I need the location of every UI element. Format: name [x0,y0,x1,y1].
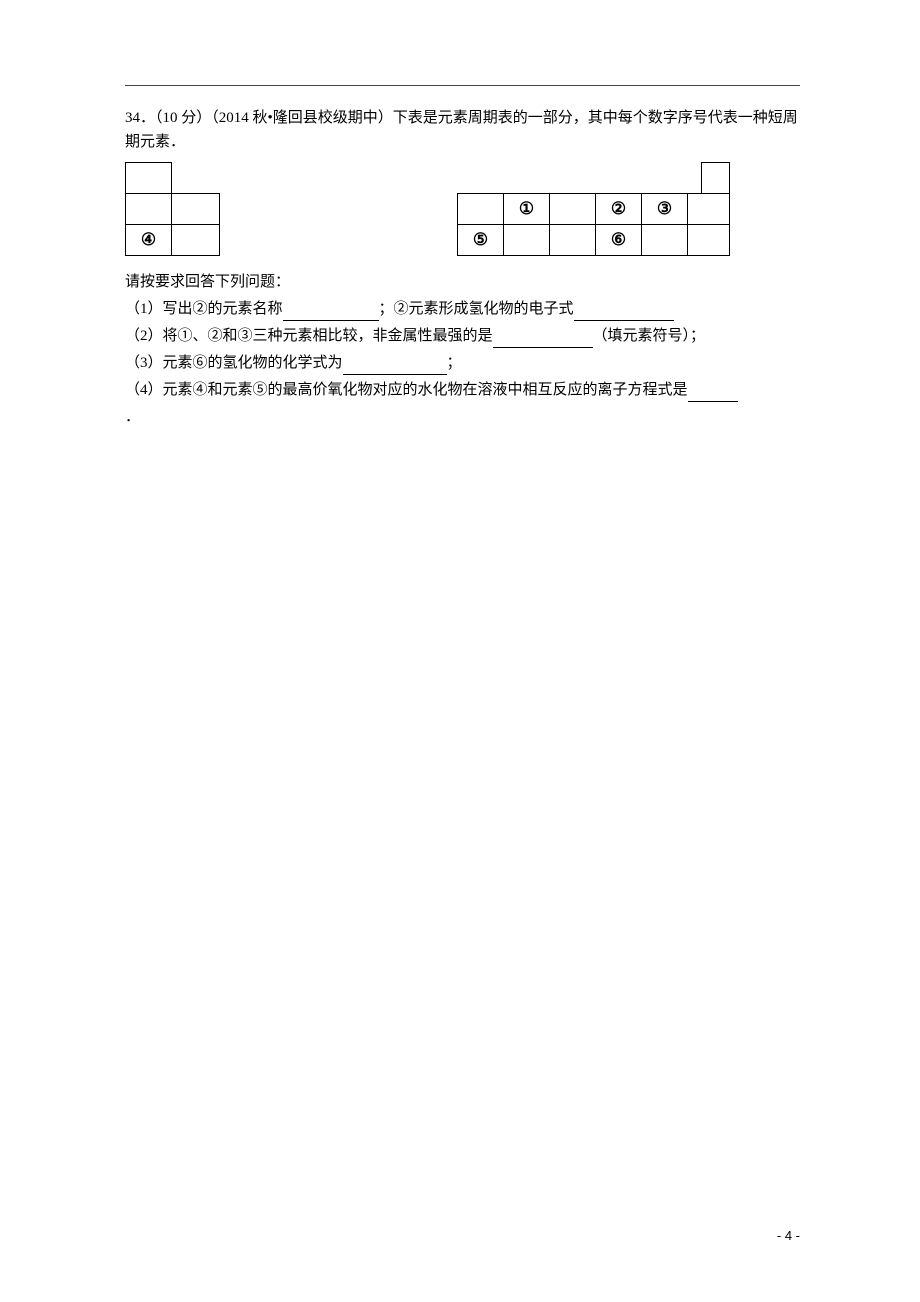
question-prompt: 请按要求回答下列问题： [125,270,800,294]
pt-cell-r3-c2 [171,224,220,256]
pt-cell-r3-c18 [687,224,730,256]
pt-cell-r1-c1 [125,162,172,194]
q2-prefix: （2）将①、②和③三种元素相比较，非金属性最强的是 [125,328,493,344]
q1-prefix: （1）写出②的元素名称 [125,301,283,317]
pt-cell-r3-c15 [549,224,596,256]
q3-prefix: （3）元素⑥的氢化物的化学式为 [125,355,343,371]
cell-num-6: ⑥ [611,226,626,253]
question-points: （10 分） [155,110,211,126]
pt-cell-r2-c2 [171,193,220,225]
blank-1b [574,303,674,321]
pt-cell-r2-c18 [687,193,730,225]
pt-cell-r2-c13 [457,193,504,225]
cell-num-3: ③ [657,195,672,222]
page-content: 34．（10 分）（2014 秋•隆回县校级期中）下表是元素周期表的一部分，其中… [0,0,920,429]
cell-num-1: ① [519,195,534,222]
sub-question-3: （3）元素⑥的氢化物的化学式为 ； [125,351,800,375]
q4-text: （4）元素④和元素⑤的最高价氧化物对应的水化物在溶液中相互反应的离子方程式是 [125,382,688,398]
pt-cell-r3-c17 [641,224,688,256]
cell-num-4: ④ [141,226,156,253]
question-intro: 34．（10 分）（2014 秋•隆回县校级期中）下表是元素周期表的一部分，其中… [125,106,800,154]
question-dot: ． [140,110,155,126]
pt-cell-r2-c15 [549,193,596,225]
pt-cell-r3-c1: ④ [125,224,172,256]
separator-line [125,85,800,86]
cell-num-2: ② [611,195,626,222]
pt-cell-r2-c1 [125,193,172,225]
pt-cell-r3-c16: ⑥ [595,224,642,256]
sub-question-4-period: ． [125,405,800,429]
pt-cell-r2-c14: ① [503,193,550,225]
sub-question-2: （2）将①、②和③三种元素相比较，非金属性最强的是 （填元素符号）； [125,324,800,348]
sub-question-4: （4）元素④和元素⑤的最高价氧化物对应的水化物在溶液中相互反应的离子方程式是 [125,378,800,402]
periodic-table: ① ② ③ ④ ⑤ ⑥ [125,162,800,262]
q4-period: ． [125,409,140,425]
q1-mid: ；②元素形成氢化物的电子式 [379,301,574,317]
blank-3 [343,357,447,375]
pt-cell-r2-c17: ③ [641,193,688,225]
cell-num-5: ⑤ [473,226,488,253]
blank-1a [283,303,379,321]
blank-4 [688,384,738,402]
pt-cell-r3-c14 [503,224,550,256]
sub-question-1: （1）写出②的元素名称 ；②元素形成氢化物的电子式 [125,297,800,321]
pt-cell-r3-c13: ⑤ [457,224,504,256]
page-number: - 4 - [777,1226,800,1247]
q3-suffix: ； [447,355,462,371]
pt-cell-r1-c18 [701,162,730,194]
pt-cell-r2-c16: ② [595,193,642,225]
question-number: 34 [125,110,140,126]
prompt-text: 请按要求回答下列问题： [125,274,290,290]
q2-suffix: （填元素符号）； [593,328,706,344]
blank-2 [493,330,593,348]
question-source: （2014 秋•隆回县校级期中） [211,110,393,126]
